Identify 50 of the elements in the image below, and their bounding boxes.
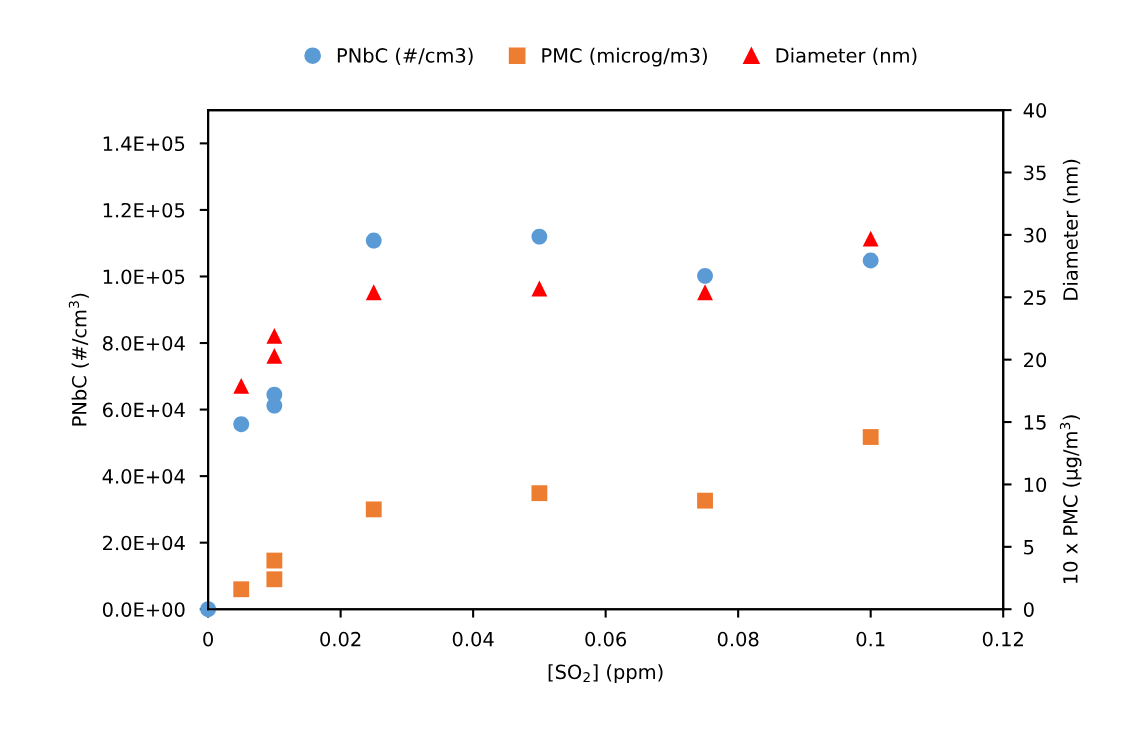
x-tick-label: 0.12 [982,631,1023,647]
point [697,267,713,284]
y2-tick-label: 20 [1024,352,1047,368]
legend-label: PNbC (#/cm3) [337,47,473,66]
x-axis-title: [SO$_{2}$] (ppm) [548,664,663,683]
y2-tick-label: 0 [1023,602,1034,617]
y2-tick-label: 35 [1024,165,1046,181]
x-tick-label: 0.04 [452,631,494,647]
y-tick-label: 0.0E+00 [102,602,185,617]
point [365,501,382,518]
point [266,348,283,364]
y-tick-label: 4.0E+04 [102,469,185,484]
y-tick-label: 1.2E+05 [103,202,185,218]
text: 10 x PMC (µg/m$^{3}$) [1059,415,1082,584]
point [862,252,879,269]
point [266,552,283,569]
x-tick-label: 0.08 [717,631,759,647]
y-tick-label: 6.0E+04 [102,402,185,418]
y2-tick-label: 25 [1024,290,1046,305]
point [365,284,382,301]
x-tick-label: 0.1 [856,631,885,647]
y2-axis-title: Diameter (nm) [1062,159,1081,300]
point [266,328,283,344]
y-tick-label: 2.0E+04 [103,535,185,551]
y-tick-label: 8.0E+04 [102,335,185,351]
point [233,377,250,394]
point [531,228,548,245]
point [365,232,382,249]
x-tick-label: 0.06 [585,631,627,647]
point [233,416,250,433]
y2-tick-label: 5 [1024,540,1034,555]
x-tick-label: 0 [203,631,213,647]
y2-tick-label: 15 [1024,415,1046,430]
y2-tick-label: 30 [1024,227,1047,243]
point [531,280,548,297]
y-axis-title: PNbC (#/cm$^{3}$) [68,293,89,426]
legend-label: Diameter (nm) [776,47,917,66]
point [233,581,250,598]
legend-label: PMC (microg/m3) [542,47,707,67]
point [697,284,713,301]
y-tick-label: 1.0E+05 [103,269,185,285]
y2-tick-label: 40 [1023,103,1047,118]
point [862,429,879,445]
point [266,571,283,588]
y2-tick-label: 10 [1024,477,1047,493]
point [862,230,879,247]
point [531,485,548,502]
point [697,492,713,509]
y-tick-label: 1.4E+05 [103,136,185,152]
x-tick-label: 0.02 [320,631,361,647]
